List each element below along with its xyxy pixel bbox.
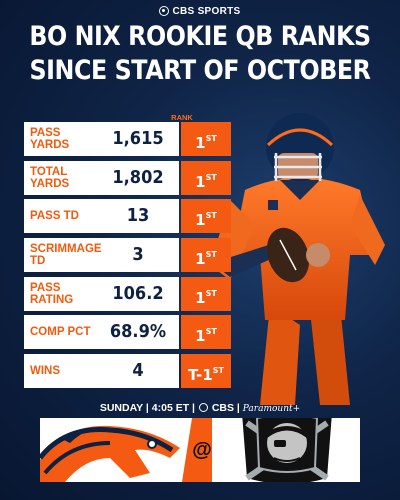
stat-row-comp-pct: COMP PCT 68.9% 1ST [24,315,231,350]
stat-value: 68.9% [109,321,167,343]
stat-cell-bg [24,315,179,350]
stat-value: 106.2 [112,282,164,304]
stat-label: SCRIMMAGE TD [30,243,102,268]
stat-row-wins: WINS 4 T-1ST [24,354,231,389]
matchup-banner: @ [40,418,360,482]
streaming-logo: Paramount+ [242,404,301,414]
stat-label: TOTAL YARDS [30,165,70,190]
player-photo [210,113,385,405]
broncos-horse-icon [40,425,180,482]
game-info: SUNDAY | 4:05 ET | CBS | Paramount+ [0,402,400,414]
stat-row-scrimmage-td: SCRIMMAGE TD 3 1ST [24,238,231,273]
stat-rank: 1ST [181,276,231,311]
stats-table: PASS YARDS 1,615 1ST TOTAL YARDS 1,802 1… [24,122,231,393]
stat-label: PASS RATING [30,281,74,306]
stat-label: COMP PCT [30,326,91,339]
cbs-eye-icon [159,6,170,16]
cbs-eye-icon [198,403,208,412]
game-time: SUNDAY | 4:05 ET | [99,402,195,414]
stat-label: PASS TD [30,210,79,223]
stat-cell-bg [24,122,179,156]
broncos-logo [40,418,190,482]
brand-logo: CBS SPORTS [0,6,400,17]
brand-text: CBS SPORTS [172,6,241,17]
headline: BO NIX ROOKIE QB RANKS SINCE START OF OC… [24,20,376,88]
stat-rank: 1ST [181,238,231,273]
stat-label: PASS YARDS [30,127,70,151]
headline-line-1: BO NIX ROOKIE QB RANKS [29,21,371,52]
headline-line-2: SINCE START OF OCTOBER [29,55,371,86]
stat-rank: 1ST [181,199,231,234]
raiders-logo [212,418,360,482]
stat-row-pass-yards: PASS YARDS 1,615 1ST [24,122,231,156]
stat-value: 4 [132,360,144,382]
stat-row-pass-td: PASS TD 13 1ST [24,199,231,234]
stat-value: 1,615 [112,128,164,149]
at-symbol: @ [192,438,212,461]
stat-rank: 1ST [181,315,231,350]
stat-cell-bg [24,354,179,389]
raiders-shield-icon [212,418,360,482]
stat-rank: 1ST [181,160,231,195]
stat-rank: T-1ST [181,354,231,389]
stat-row-total-yards: TOTAL YARDS 1,802 1ST [24,160,231,195]
stat-value: 1,802 [112,166,164,188]
stat-value: 3 [132,244,144,266]
stat-cell-bg [24,276,179,311]
network-name: CBS | [211,402,240,414]
stat-label: WINS [30,365,61,378]
stat-cell-bg [24,199,179,234]
rank-column-header: RANK [171,113,193,122]
stat-value: 13 [126,205,150,227]
stat-cell-bg [24,238,179,273]
stat-row-pass-rating: PASS RATING 106.2 1ST [24,276,231,311]
stat-cell-bg [24,160,179,195]
stat-rank: 1ST [181,122,231,156]
